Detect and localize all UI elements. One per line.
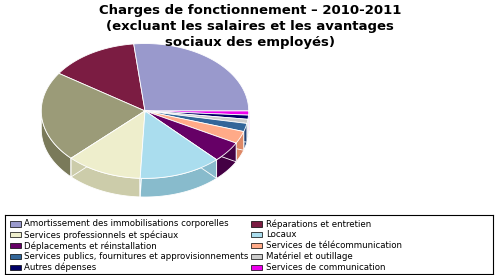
Polygon shape [140,160,216,197]
Bar [10,254,20,259]
Polygon shape [145,111,248,123]
Polygon shape [140,111,145,197]
Polygon shape [42,111,71,177]
Text: Matériel et outillage: Matériel et outillage [266,252,352,262]
Polygon shape [71,111,145,177]
Text: Locaux: Locaux [266,230,296,239]
Polygon shape [145,111,248,138]
Bar [10,221,20,227]
Polygon shape [145,111,244,143]
Text: Services professionnels et spéciaux: Services professionnels et spéciaux [24,230,179,240]
Bar [251,254,262,259]
Text: Services de communication: Services de communication [266,263,386,272]
Bar [251,232,262,238]
Bar [251,221,262,227]
Polygon shape [216,143,236,178]
Bar [251,243,262,248]
Polygon shape [145,111,236,162]
Polygon shape [145,111,216,178]
Polygon shape [244,123,247,150]
Polygon shape [140,111,216,178]
Polygon shape [134,43,248,111]
Text: Charges de fonctionnement – 2010-2011
(excluant les salaires et les avantages
so: Charges de fonctionnement – 2010-2011 (e… [99,4,401,49]
Text: Réparations et entretien: Réparations et entretien [266,219,371,229]
Polygon shape [145,111,248,134]
Bar [10,243,20,248]
Polygon shape [71,111,145,177]
Polygon shape [145,111,247,131]
Bar [10,232,20,238]
Polygon shape [236,131,244,162]
Text: Services de télécommunication: Services de télécommunication [266,241,402,250]
Text: Amortissement des immobilisations corporelles: Amortissement des immobilisations corpor… [24,219,229,229]
Polygon shape [59,44,145,111]
Bar [251,265,262,270]
Polygon shape [145,111,244,150]
Polygon shape [145,111,248,138]
Polygon shape [145,111,248,134]
Polygon shape [247,119,248,142]
Polygon shape [145,111,236,162]
Polygon shape [42,73,145,158]
Polygon shape [145,111,236,160]
Text: Services publics, fournitures et approvisionnements: Services publics, fournitures et approvi… [24,252,249,261]
Polygon shape [71,111,145,178]
Text: Autres dépenses: Autres dépenses [24,263,97,273]
Polygon shape [145,111,248,115]
Polygon shape [71,158,140,197]
Polygon shape [145,111,247,142]
Polygon shape [140,111,145,197]
Bar [10,265,20,270]
Polygon shape [145,111,216,178]
Text: Déplacements et réinstallation: Déplacements et réinstallation [24,241,157,251]
Polygon shape [145,111,248,130]
Polygon shape [145,111,244,150]
Polygon shape [145,111,247,142]
Polygon shape [145,111,248,119]
